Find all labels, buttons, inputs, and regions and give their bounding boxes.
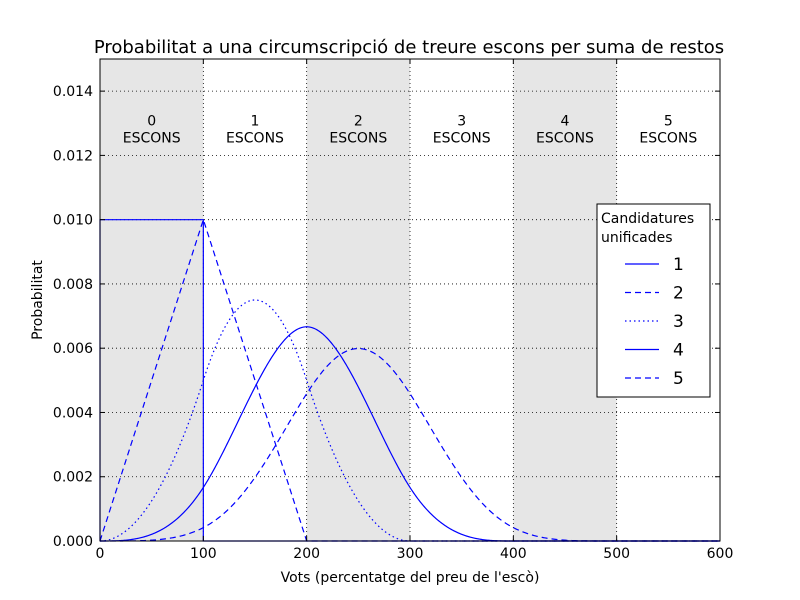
y-tick-label: 0.006 [53, 341, 93, 357]
y-tick-label: 0.012 [53, 148, 93, 164]
y-axis-ticks: 0.000 0.002 0.004 0.006 0.008 0.010 0.012 0.014 [53, 84, 720, 550]
x-tick-label: 500 [603, 546, 630, 562]
band-label-word: ESCONS [123, 130, 181, 146]
band-label-word: ESCONS [329, 130, 387, 146]
x-tick-label: 0 [96, 546, 105, 562]
y-tick-label: 0.010 [53, 213, 93, 229]
band-label-number: 0 [147, 113, 156, 129]
y-tick-label: 0.000 [53, 534, 93, 550]
y-axis-label: Probabilitat [30, 260, 46, 340]
band-label-number: 1 [251, 113, 260, 129]
x-tick-label: 400 [500, 546, 527, 562]
band-2 [306, 59, 410, 541]
band-label-word: ESCONS [639, 130, 697, 146]
series-line-3 [99, 299, 720, 542]
legend-title: Candidatures [601, 211, 694, 227]
series-line-2 [99, 217, 720, 542]
band-label-word: ESCONS [536, 130, 594, 146]
band-0 [100, 59, 204, 541]
band-label-word: ESCONS [226, 130, 284, 146]
y-tick-label: 0.014 [53, 84, 93, 100]
band-label-number: 3 [457, 113, 466, 129]
y-tick-label: 0.008 [53, 277, 93, 293]
legend-box [596, 203, 711, 398]
legend-label-4: 4 [673, 341, 684, 361]
legend-title: unificades [601, 230, 673, 246]
band-label-number: 5 [664, 113, 673, 129]
chart-title: Probabilitat a una circumscripció de tre… [94, 37, 724, 58]
legend-label-5: 5 [673, 369, 684, 389]
legend-label-1: 1 [673, 255, 684, 275]
x-tick-label: 600 [707, 546, 734, 562]
x-tick-label: 300 [397, 546, 424, 562]
band-label-number: 2 [354, 113, 363, 129]
legend-label-2: 2 [673, 284, 684, 304]
legend-label-3: 3 [673, 312, 684, 332]
band-label-word: ESCONS [433, 130, 491, 146]
band-labels: 0ESCONS1ESCONS2ESCONS3ESCONS4ESCONS5ESCO… [123, 113, 698, 146]
x-tick-label: 100 [190, 546, 217, 562]
y-tick-label: 0.004 [53, 405, 93, 421]
x-axis-label: Vots (percentatge del preu de l'escò) [281, 570, 540, 586]
x-tick-label: 200 [293, 546, 320, 562]
x-axis-ticks: 0 100 200 300 400 500 600 [96, 59, 734, 562]
band-label-number: 4 [561, 113, 570, 129]
y-tick-label: 0.002 [53, 470, 93, 486]
series-line-4 [100, 326, 720, 542]
